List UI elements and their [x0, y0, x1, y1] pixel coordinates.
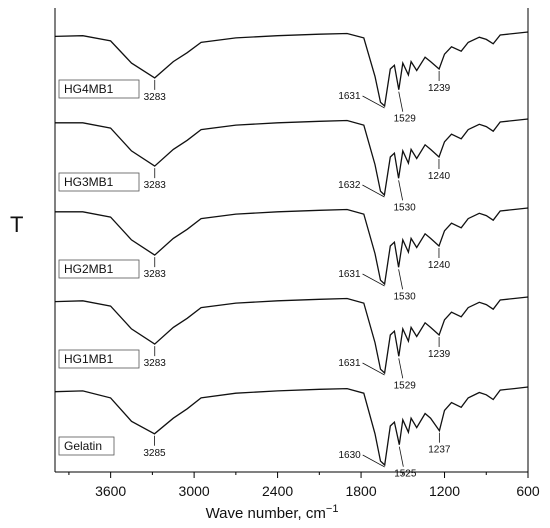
peak-label-hg3mb1-3283: 3283 — [144, 180, 167, 191]
peak-leader-hg3mb1-1530 — [398, 180, 404, 201]
peak-label-hg4mb1-1239: 1239 — [428, 83, 451, 94]
spectra-group — [54, 31, 529, 467]
peak-leader-hg4mb1-1529 — [398, 91, 404, 112]
peak-leader-hg4mb1-1631 — [362, 95, 385, 109]
peak-label-hg3mb1-1240: 1240 — [428, 171, 451, 182]
spectrum-line-hg3mb1 — [55, 118, 529, 197]
peak-label-gelatin-1237: 1237 — [428, 445, 451, 456]
peak-label-hg4mb1-1529: 1529 — [394, 114, 417, 125]
y-axis-label: T — [10, 212, 23, 237]
x-tick-label-1800: 1800 — [345, 483, 376, 499]
x-tick-label-3000: 3000 — [179, 483, 210, 499]
peak-label-hg1mb1-1239: 1239 — [428, 349, 451, 360]
x-tick-label-2400: 2400 — [262, 483, 293, 499]
peak-label-hg2mb1-3283: 3283 — [144, 269, 167, 280]
peak-label-hg1mb1-1631: 1631 — [338, 358, 361, 369]
peak-label-hg1mb1-3283: 3283 — [144, 358, 167, 369]
peak-label-gelatin-1525: 1525 — [394, 469, 417, 480]
sample-label-box-hg1mb1 — [58, 349, 140, 369]
peak-label-hg4mb1-3283: 3283 — [144, 92, 167, 103]
peak-leader-hg1mb1-1631 — [362, 362, 385, 376]
x-tick-label-1200: 1200 — [429, 483, 460, 499]
x-ticks: 3600 3000 2400 1800 1200 600 — [68, 472, 540, 499]
peak-label-hg3mb1-1530: 1530 — [393, 202, 416, 213]
spectrum-line-hg2mb1 — [55, 207, 529, 286]
sample-labels: HG4MB1 HG3MB1 HG2MB1 HG1MB1 Gelatin — [58, 79, 140, 456]
peak-leader-hg2mb1-1530 — [398, 269, 404, 290]
spectrum-line-hg1mb1 — [54, 296, 529, 375]
peak-leader-hg2mb1-1631 — [362, 273, 385, 287]
peak-label-hg4mb1-1631: 1631 — [338, 91, 361, 102]
peak-label-hg2mb1-1530: 1530 — [393, 291, 416, 302]
sample-label-box-gelatin — [58, 436, 115, 456]
x-tick-label-3600: 3600 — [95, 483, 126, 499]
peak-label-hg2mb1-1240: 1240 — [428, 260, 451, 271]
peak-leader-hg3mb1-1632 — [362, 184, 385, 198]
peak-label-gelatin-1630: 1630 — [338, 450, 361, 461]
x-axis-label-text: Wave number, cm — [206, 505, 326, 522]
axes: 3600 3000 2400 1800 1200 600 — [54, 8, 540, 499]
sample-label-box-hg3mb1 — [58, 172, 140, 192]
spectrum-line-hg4mb1 — [54, 31, 529, 108]
peak-label-hg3mb1-1632: 1632 — [338, 180, 361, 191]
peak-leader-hg1mb1-1529 — [398, 358, 404, 379]
sample-label-box-hg4mb1 — [58, 79, 140, 99]
spectrum-line-gelatin — [54, 386, 529, 467]
peak-annotations: 3283 1631 1529 1239 3283 1632 1530 1240 3283 1631… — [143, 71, 451, 480]
sample-label-hg2mb1: HG2MB1 — [64, 262, 114, 276]
peak-label-hg1mb1-1529: 1529 — [394, 380, 417, 391]
sample-label-hg3mb1: HG3MB1 — [64, 175, 114, 189]
peak-leader-gelatin-1525 — [398, 446, 404, 467]
peak-label-hg2mb1-1631: 1631 — [338, 269, 361, 280]
sample-label-gelatin: Gelatin — [64, 439, 102, 453]
peak-label-gelatin-3285: 3285 — [143, 448, 166, 459]
x-axis-label-superscript: −1 — [326, 503, 339, 515]
peak-leader-gelatin-1630 — [362, 454, 385, 468]
x-tick-label-600: 600 — [516, 483, 540, 499]
sample-label-box-hg2mb1 — [58, 259, 140, 279]
sample-label-hg1mb1: HG1MB1 — [64, 352, 114, 366]
sample-label-hg4mb1: HG4MB1 — [64, 82, 114, 96]
x-axis-label: Wave number, cm−1 — [206, 503, 339, 522]
